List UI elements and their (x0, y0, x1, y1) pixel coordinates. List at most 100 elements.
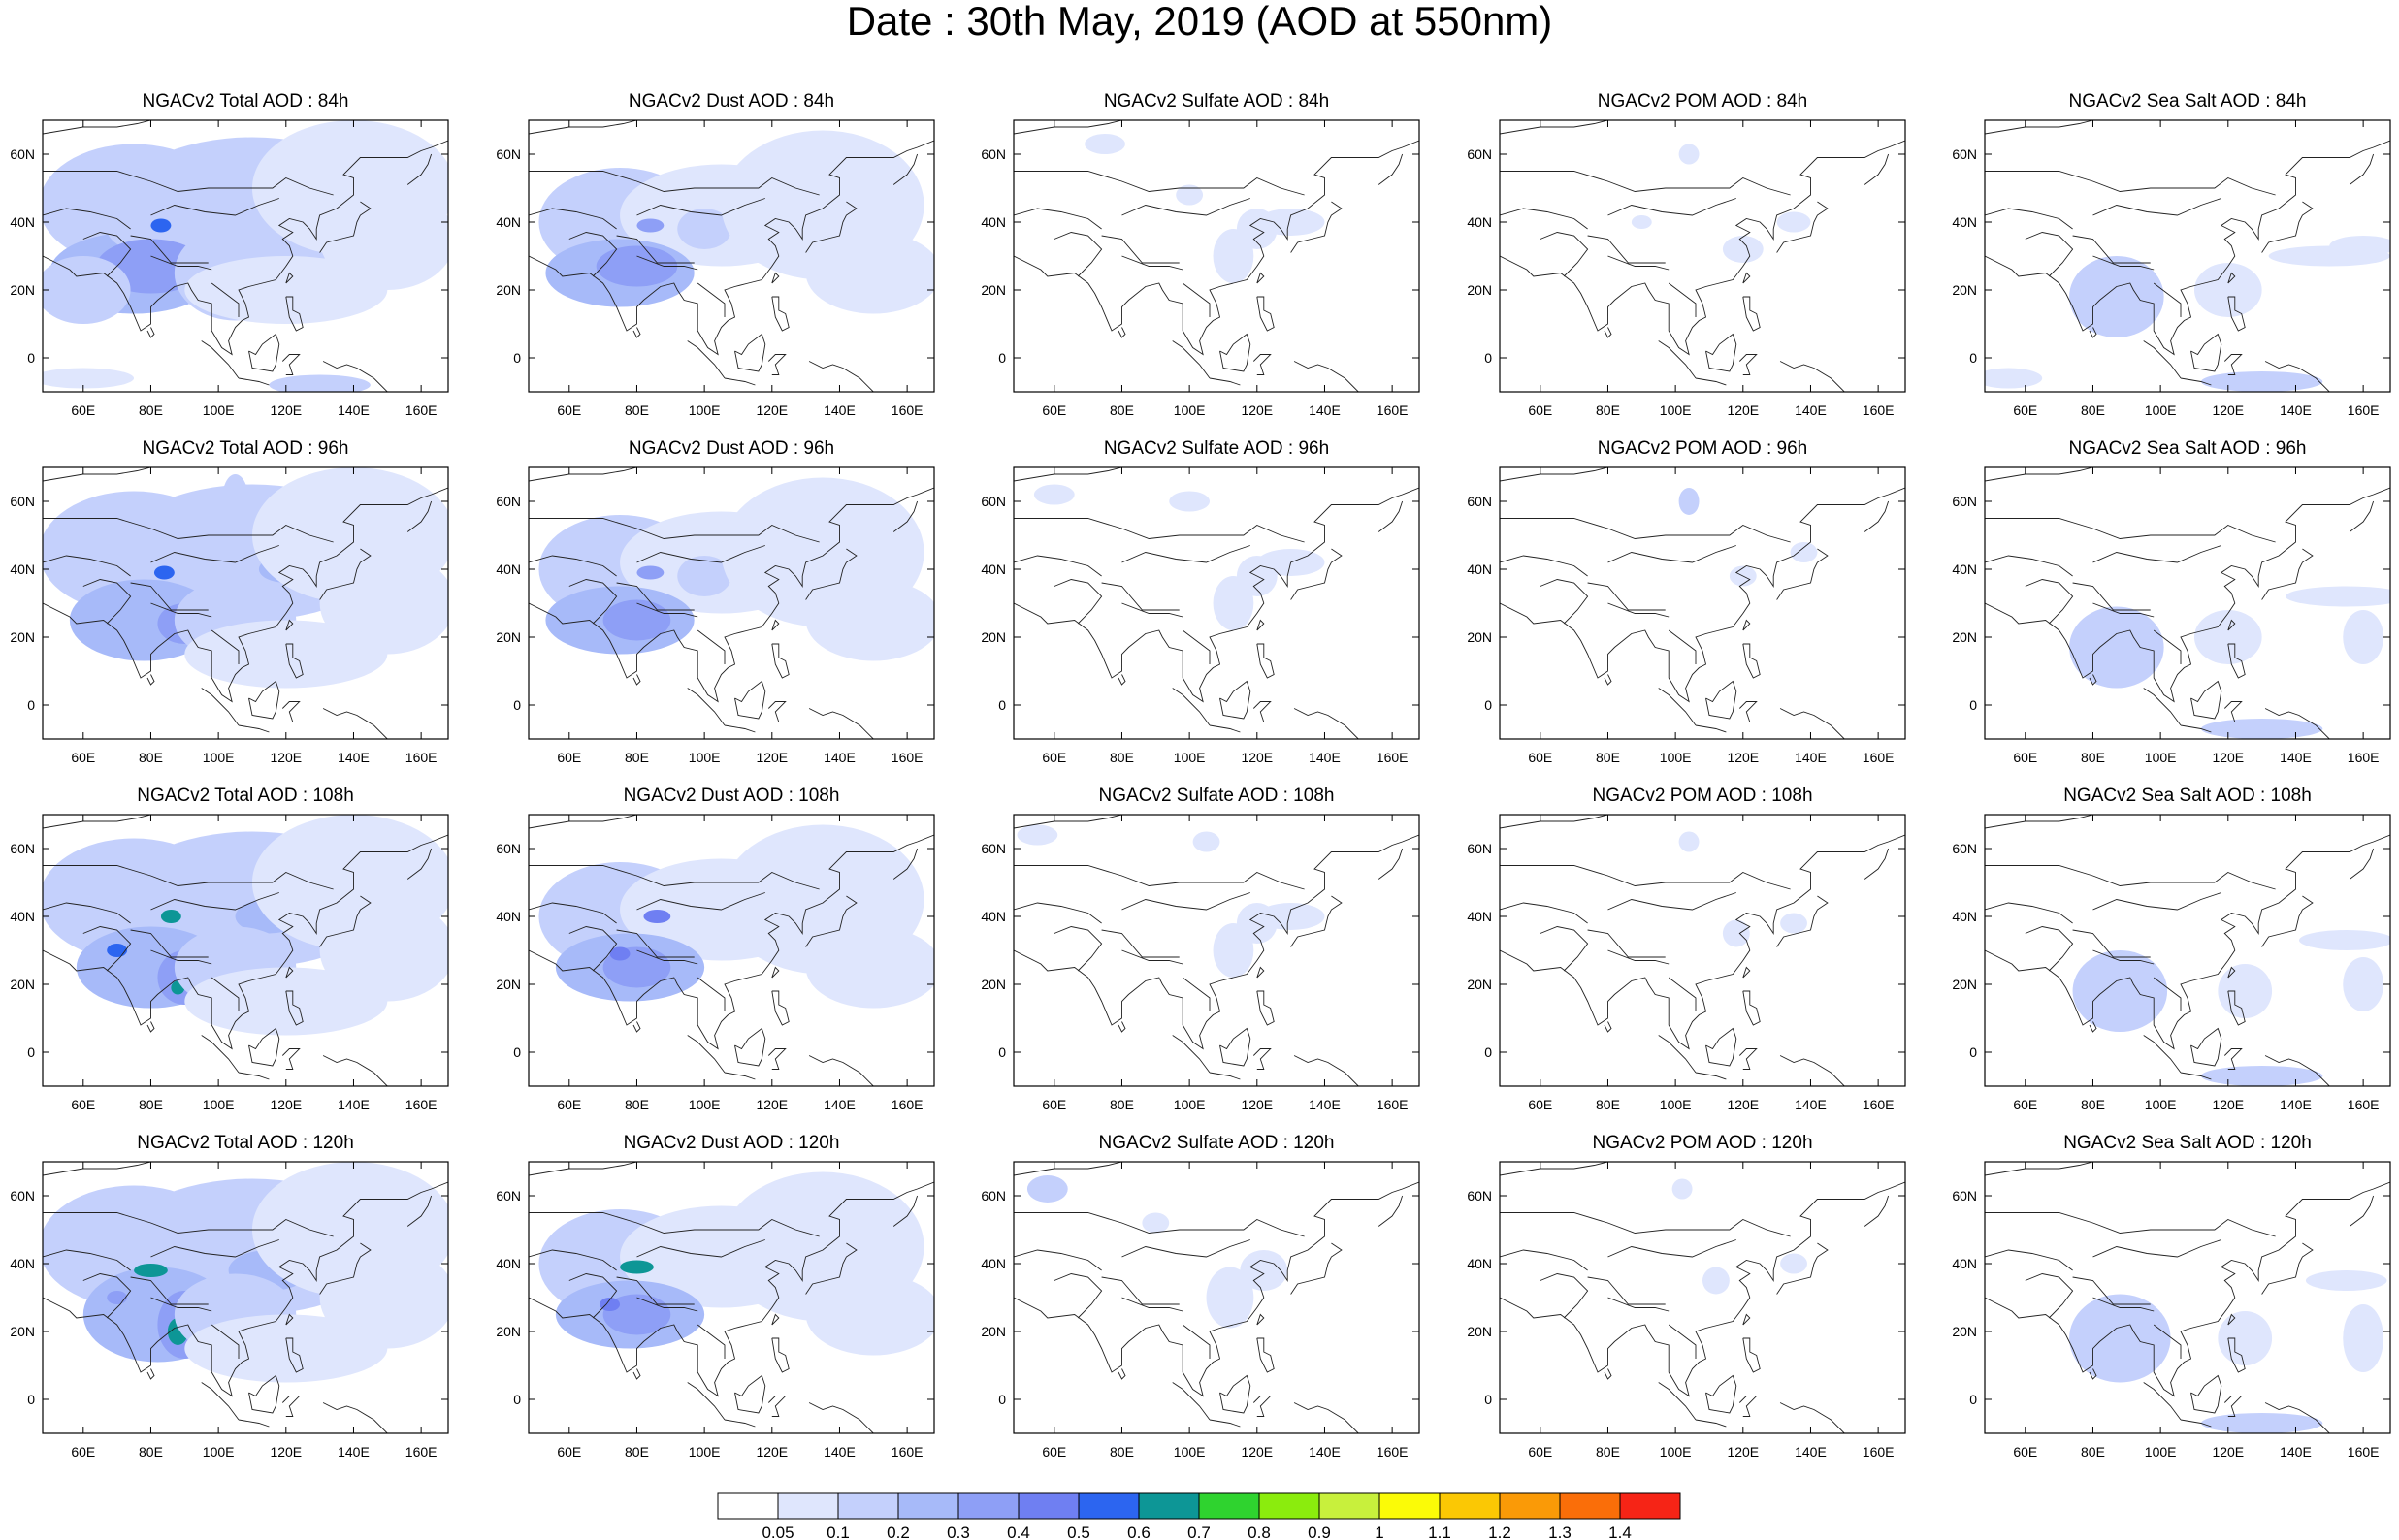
plot-frame (528, 814, 935, 1087)
coastline (1607, 545, 1736, 563)
coastline (1742, 296, 1761, 332)
coastline (1172, 1035, 1211, 1074)
coastline (2261, 895, 2314, 947)
y-tick-label: 0 (27, 1044, 35, 1060)
coastline (43, 1249, 131, 1271)
x-tick-label: 80E (1596, 402, 1620, 418)
aod-blob (1776, 211, 1811, 233)
coastline (130, 1276, 209, 1305)
panel-title: NGACv2 POM AOD : 120h (1592, 1133, 1813, 1153)
y-tick-label: 20N (981, 977, 1006, 992)
x-tick-label: 160E (1863, 1097, 1895, 1112)
coastline (2089, 327, 2097, 338)
coastline (1293, 361, 1359, 392)
plot-frame (1013, 466, 1420, 740)
x-tick-label: 60E (557, 1444, 581, 1460)
aod-blob (1085, 134, 1125, 154)
aod-blob (221, 474, 249, 529)
x-tick-label: 160E (405, 1097, 438, 1112)
aod-blob (805, 232, 934, 314)
coastline (1738, 701, 1758, 722)
coastline (2092, 1239, 2221, 1258)
x-tick-label: 60E (557, 750, 581, 765)
coastline (1604, 1368, 1612, 1380)
coastline (211, 977, 240, 1011)
coastline (892, 153, 919, 185)
coastline (808, 1402, 874, 1433)
y-tick-label: 40N (981, 561, 1006, 577)
coastline (724, 1072, 756, 1080)
coastline (1014, 487, 1419, 703)
coastline (1014, 208, 1102, 230)
coastline (43, 1212, 334, 1237)
coastline (1742, 643, 1761, 679)
coastline (406, 500, 433, 532)
coastline (43, 1162, 151, 1176)
coastline (1014, 1212, 1305, 1237)
colorbar-label: 1.1 (1428, 1524, 1451, 1540)
coastline (1290, 548, 1343, 600)
y-tick-label: 40N (10, 214, 35, 230)
x-tick-label: 100E (203, 402, 235, 418)
coastline (2025, 1273, 2074, 1319)
coastline (150, 1297, 212, 1312)
x-tick-label: 100E (689, 1097, 721, 1112)
coastline (1182, 977, 1211, 1011)
aod-blob (107, 1291, 128, 1304)
x-tick-label: 60E (71, 1097, 95, 1112)
coastline (771, 966, 780, 979)
coastline (43, 467, 151, 482)
coastline (1985, 1212, 2276, 1237)
plot-frame (1984, 814, 2391, 1087)
x-tick-label: 60E (557, 1097, 581, 1112)
coastline (687, 340, 726, 379)
x-tick-label: 140E (824, 402, 856, 418)
map-plot: 60E 80E 100E 120E 140E 160E 60N 40N 20N 0 (1467, 1161, 1906, 1460)
x-tick-label: 140E (338, 402, 370, 418)
coastline (1014, 1162, 1122, 1176)
plot-frame (1013, 814, 1420, 1087)
coastline (808, 708, 874, 739)
x-tick-label: 100E (1660, 1444, 1692, 1460)
coastline (2227, 990, 2246, 1026)
y-tick-label: 60N (981, 494, 1006, 509)
coastline (1209, 377, 1241, 386)
coastline (1121, 602, 1183, 618)
colorbar-label: 1 (1375, 1524, 1383, 1540)
coastline (1985, 120, 2093, 135)
coastline (529, 171, 820, 196)
plot-frame (528, 119, 935, 393)
coastline (1054, 232, 1103, 277)
x-tick-label: 140E (338, 1444, 370, 1460)
coastline (632, 327, 641, 338)
coastline (248, 1374, 280, 1414)
coastline (281, 1396, 301, 1417)
y-tick-label: 0 (1969, 1044, 1977, 1060)
x-tick-label: 140E (824, 1444, 856, 1460)
y-tick-label: 0 (513, 697, 521, 713)
map-panel: NGACv2 POM AOD : 84h 60E 80E 100E 120E 140E 16… (1467, 0, 1985, 418)
coastline (1742, 272, 1751, 284)
aod-blob (2069, 606, 2164, 689)
x-tick-label: 60E (1528, 1097, 1552, 1112)
x-tick-label: 60E (71, 750, 95, 765)
coastline (2153, 977, 2182, 1011)
aod-blob (150, 218, 172, 233)
coastline (146, 1021, 155, 1033)
coastline (1985, 1249, 2073, 1271)
coastline (285, 296, 304, 332)
coastline (1256, 990, 1275, 1026)
coastline (150, 949, 212, 965)
coastline (285, 272, 294, 284)
aod-blob (160, 910, 181, 923)
coastline (724, 1419, 756, 1428)
colorbar-svg: 0.05 0.1 0.2 0.3 0.4 0.5 0.6 0.7 0.8 0.9 1 1.1 1.2 1.… (717, 1492, 1681, 1540)
coastline (1607, 949, 1670, 965)
x-tick-label: 100E (689, 402, 721, 418)
coastline (616, 1276, 695, 1305)
coastline (568, 579, 618, 625)
y-tick-label: 20N (1952, 629, 1977, 645)
map-plot: 60E 80E 100E 120E 140E 160E 60N 40N 20N 0 (1467, 466, 1906, 765)
coastline (43, 555, 131, 577)
coastline (724, 377, 756, 386)
